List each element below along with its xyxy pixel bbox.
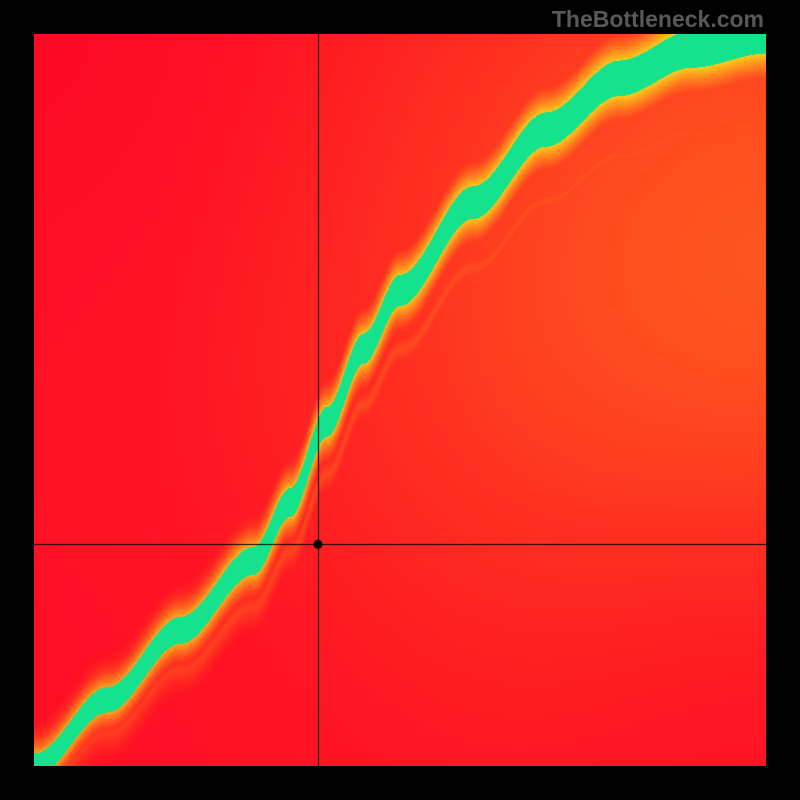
outer-frame: TheBottleneck.com bbox=[0, 0, 800, 800]
watermark-text: TheBottleneck.com bbox=[552, 6, 764, 33]
heatmap-plot bbox=[34, 34, 766, 766]
